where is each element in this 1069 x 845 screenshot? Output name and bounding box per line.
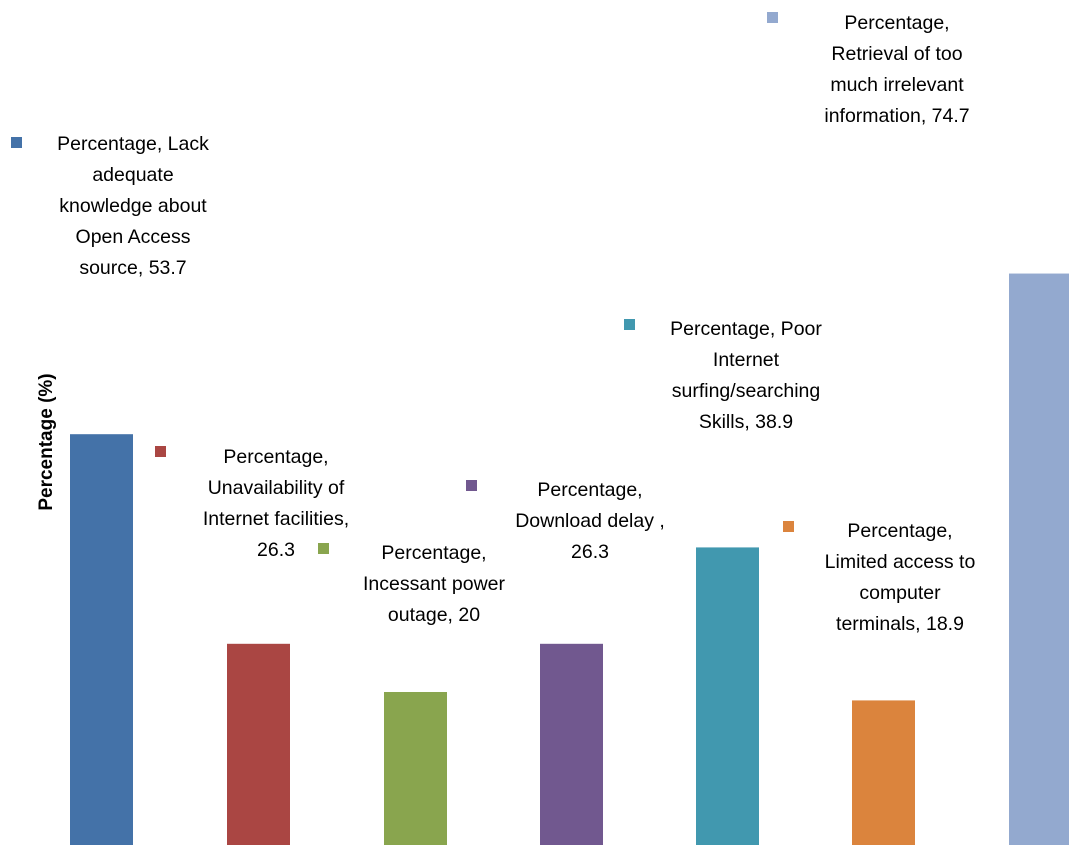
- bar-6: [852, 700, 915, 845]
- bar-5: [696, 547, 759, 845]
- data-label-marker-6: [783, 521, 794, 532]
- data-label-marker-7: [767, 12, 778, 23]
- data-label-marker-4: [466, 480, 477, 491]
- data-label-4: Percentage, Download delay , 26.3: [466, 479, 665, 563]
- bar-2: [227, 643, 290, 845]
- data-label-2: Percentage, Unavailability of Internet fac…: [155, 446, 349, 561]
- data-label-marker-5: [624, 319, 635, 330]
- data-label-marker-1: [11, 137, 22, 148]
- data-label-3: Percentage, Incessant power outage, 20: [318, 542, 506, 626]
- bar-7: [1009, 273, 1069, 845]
- bar-4: [540, 643, 603, 845]
- data-label-text-6: Percentage, Limited access to computer term…: [825, 520, 976, 635]
- data-label-text-3: Percentage, Incessant power outage, 20: [363, 542, 506, 626]
- data-label-text-1: Percentage, Lack adequate knowledge about O…: [57, 133, 209, 279]
- y-axis-label: Percentage (%): [36, 373, 57, 510]
- bar-1: [70, 434, 133, 845]
- data-label-5: Percentage, Poor Internet surfing/searchin…: [624, 318, 822, 433]
- data-label-text-4: Percentage, Download delay , 26.3: [515, 479, 665, 563]
- data-label-marker-2: [155, 446, 166, 457]
- data-label-text-7: Percentage, Retrieval of too much irreleva…: [824, 12, 969, 127]
- data-label-text-5: Percentage, Poor Internet surfing/searchin…: [670, 318, 822, 433]
- data-label-1: Percentage, Lack adequate knowledge about O…: [11, 133, 209, 279]
- data-label-text-2: Percentage, Unavailability of Internet fac…: [203, 446, 349, 561]
- bar-3: [384, 692, 447, 845]
- data-label-6: Percentage, Limited access to computer term…: [783, 520, 975, 635]
- data-label-marker-3: [318, 543, 329, 554]
- data-label-7: Percentage, Retrieval of too much irreleva…: [767, 12, 970, 127]
